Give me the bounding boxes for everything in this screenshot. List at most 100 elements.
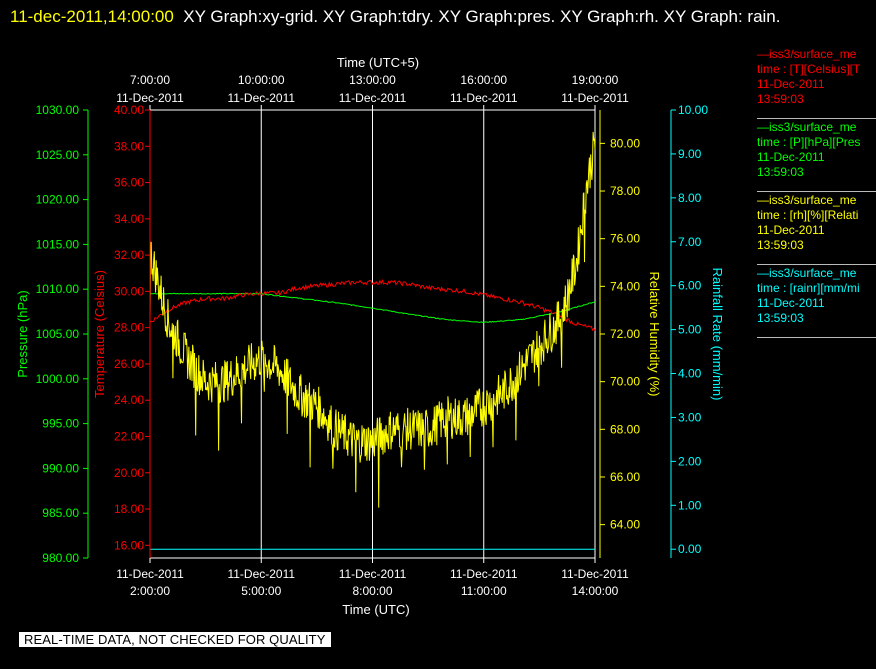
legend-entry-line1: —iss3/surface_me [757,47,857,61]
pressure-tick-label: 1005.00 [36,327,80,341]
legend-entry-line2: time : [P][hPa][Pres [757,135,861,149]
humidity-tick-label: 78.00 [610,184,640,198]
rain-tick-label: 8.00 [678,191,702,205]
humidity-tick-label: 66.00 [610,470,640,484]
pressure-tick-label: 985.00 [42,506,79,520]
humidity-axis-label: Relative Humidity (%) [647,272,662,397]
humidity-tick-label: 76.00 [610,232,640,246]
legend-entry-line2: time : [rh][%][Relati [757,208,859,222]
bottom-tick-date: 11-Dec-2011 [339,567,407,581]
bottom-tick-time: 11:00:00 [461,584,507,598]
bottom-tick-date: 11-Dec-2011 [450,567,518,581]
bottom-tick-date: 11-Dec-2011 [227,567,295,581]
bottom-tick-time: 8:00:00 [352,584,392,598]
pressure-tick-label: 1010.00 [36,282,80,296]
humidity-tick-label: 68.00 [610,422,640,436]
axes: 11-Dec-2011 2:00:00 11-Dec-2011 5:00:00 11-D… [36,73,709,598]
legend-entry-line2: time : [T][Celsius][T [757,62,861,76]
xy-graph: 11-Dec-2011 2:00:00 11-Dec-2011 5:00:00 11-D… [15,55,725,617]
rain-tick-label: 0.00 [678,542,702,556]
bottom-tick-date: 11-Dec-2011 [116,567,184,581]
pressure-tick-label: 1025.00 [36,148,80,162]
legend-entry: —iss3/surface_me time : [P][hPa][Pres 11-D… [757,120,876,192]
bottom-tick-time: 2:00:00 [130,584,170,598]
legend-entry-line2: time : [rainr][mm/mi [757,281,860,295]
top-axis-label: Time (UTC+5) [337,55,419,70]
rain-tick-label: 1.00 [678,498,702,512]
temperature-tick-label: 38.00 [114,139,144,153]
top-tick-date: 11-Dec-2011 [450,91,518,105]
legend-entry-line3: 11-Dec-2011 [757,77,825,91]
rain-tick-label: 3.00 [678,410,702,424]
temperature-tick-label: 28.00 [114,321,144,335]
title-timestamp: 11-dec-2011,14:00:00 [10,7,174,26]
legend-entry-line4: 13:59:03 [757,165,804,179]
bottom-tick-time: 14:00:00 [572,584,619,598]
humidity-tick-label: 74.00 [610,279,640,293]
temperature-tick-label: 36.00 [114,176,144,190]
temperature-tick-label: 26.00 [114,357,144,371]
pressure-series-line [149,292,596,323]
top-tick-date: 11-Dec-2011 [116,91,184,105]
humidity-tick-label: 72.00 [610,327,640,341]
bottom-tick-time: 5:00:00 [241,584,281,598]
rain-tick-label: 10.00 [678,103,708,117]
temperature-tick-label: 32.00 [114,248,144,262]
temperature-tick-label: 16.00 [114,538,144,552]
humidity-tick-label: 80.00 [610,136,640,150]
rain-tick-label: 4.00 [678,367,702,381]
legend-entry-line1: —iss3/surface_me [757,193,857,207]
pressure-tick-label: 1030.00 [36,103,80,117]
temperature-tick-label: 40.00 [114,103,144,117]
legend-entry-line1: —iss3/surface_me [757,266,857,280]
legend-entry-line3: 11-Dec-2011 [757,150,825,164]
bottom-tick-date: 11-Dec-2011 [561,567,629,581]
temperature-series-line [149,278,596,332]
legend-entry-line3: 11-Dec-2011 [757,296,825,310]
temperature-tick-label: 22.00 [114,429,144,443]
rain-tick-label: 9.00 [678,147,702,161]
temperature-tick-label: 30.00 [114,284,144,298]
rain-tick-label: 6.00 [678,279,702,293]
legend-entry: —iss3/surface_me time : [rh][%][Relati 11-… [757,193,876,265]
grid-lines [260,110,485,558]
humidity-tick-label: 70.00 [610,375,640,389]
rain-tick-label: 7.00 [678,235,702,249]
top-tick-time: 10:00:00 [238,73,285,87]
rain-tick-label: 5.00 [678,323,702,337]
pressure-tick-label: 1015.00 [36,237,80,251]
top-tick-time: 13:00:00 [349,73,396,87]
legend-entry-line3: 11-Dec-2011 [757,223,825,237]
legend-entry-line1: —iss3/surface_me [757,120,857,134]
pressure-tick-label: 1020.00 [36,193,80,207]
legend-entry: —iss3/surface_me time : [T][Celsius][T 11-… [757,47,876,119]
rain-tick-label: 2.00 [678,454,702,468]
humidity-tick-label: 64.00 [610,518,640,532]
rain-axis-label: Rainfall Rate (mm/min) [710,268,725,401]
legend-entry-line4: 13:59:03 [757,311,804,325]
humidity-series-line [149,131,596,508]
quality-warning-label: REAL-TIME DATA, NOT CHECKED FOR QUALITY [19,632,331,647]
legend-entry-line4: 13:59:03 [757,238,804,252]
top-tick-time: 16:00:00 [460,73,507,87]
pressure-tick-label: 995.00 [42,417,79,431]
bottom-axis-label: Time (UTC) [342,602,409,617]
top-tick-time: 7:00:00 [130,73,170,87]
top-tick-date: 11-Dec-2011 [561,91,629,105]
top-tick-date: 11-Dec-2011 [339,91,407,105]
graph-title: 11-dec-2011,14:00:00 XY Graph:xy-grid. X… [10,2,860,31]
pressure-tick-label: 990.00 [42,461,79,475]
legend: —iss3/surface_me time : [T][Celsius][T 11-… [757,47,876,339]
temperature-tick-label: 20.00 [114,466,144,480]
pressure-tick-label: 980.00 [42,551,79,565]
legend-entry: —iss3/surface_me time : [rainr][mm/mi 11-D… [757,266,876,338]
pressure-axis-label: Pressure (hPa) [15,290,30,377]
temperature-tick-label: 18.00 [114,502,144,516]
temperature-tick-label: 24.00 [114,393,144,407]
top-tick-date: 11-Dec-2011 [227,91,295,105]
pressure-tick-label: 1000.00 [36,372,80,386]
legend-entry-line4: 13:59:03 [757,92,804,106]
temperature-axis-label: Temperature (Celsius) [92,270,107,398]
temperature-tick-label: 34.00 [114,212,144,226]
title-graph-list: XY Graph:xy-grid. XY Graph:tdry. XY Grap… [183,7,781,26]
